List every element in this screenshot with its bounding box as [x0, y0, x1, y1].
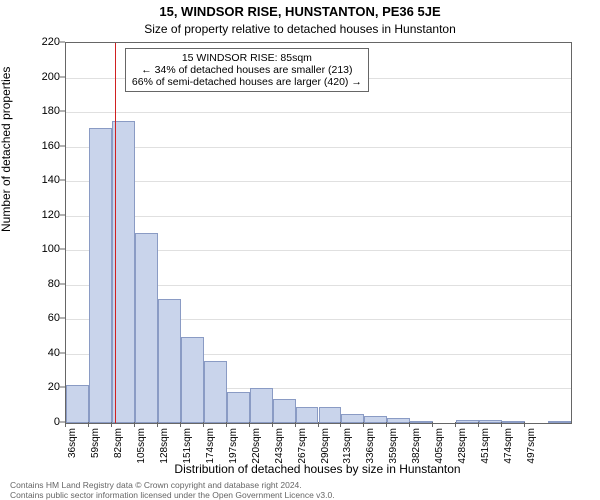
xtick-mark	[501, 422, 502, 427]
x-axis-label: Distribution of detached houses by size …	[65, 462, 570, 476]
annotation-line3: 66% of semi-detached houses are larger (…	[132, 76, 362, 88]
xtick-mark	[386, 422, 387, 427]
bar	[456, 420, 479, 423]
xtick-mark	[432, 422, 433, 427]
bar	[341, 414, 364, 423]
xtick-mark	[249, 422, 250, 427]
ytick-mark	[60, 76, 65, 77]
bars	[66, 43, 571, 423]
ytick-mark	[60, 214, 65, 215]
ytick-label: 200	[30, 71, 60, 83]
ytick-mark	[60, 145, 65, 146]
xtick-mark	[203, 422, 204, 427]
xtick-mark	[226, 422, 227, 427]
ytick-label: 100	[30, 243, 60, 255]
bar	[410, 421, 433, 423]
xtick-mark	[157, 422, 158, 427]
chart-title-sub: Size of property relative to detached ho…	[0, 22, 600, 36]
ytick-label: 180	[30, 105, 60, 117]
bar	[364, 416, 387, 423]
ytick-label: 160	[30, 140, 60, 152]
plot-area: 15 WINDSOR RISE: 85sqm ← 34% of detached…	[65, 42, 572, 424]
ytick-mark	[60, 283, 65, 284]
bar	[296, 407, 319, 423]
xtick-mark	[318, 422, 319, 427]
ytick-mark	[60, 111, 65, 112]
bar	[66, 385, 89, 423]
bar	[227, 392, 250, 423]
bar	[204, 361, 227, 423]
annotation-line1: 15 WINDSOR RISE: 85sqm	[132, 52, 362, 64]
ytick-mark	[60, 42, 65, 43]
xtick-mark	[340, 422, 341, 427]
ytick-label: 80	[30, 278, 60, 290]
xtick-mark	[134, 422, 135, 427]
bar	[319, 407, 342, 423]
xtick-mark	[455, 422, 456, 427]
ytick-label: 220	[30, 36, 60, 48]
xtick-mark	[180, 422, 181, 427]
y-axis-label: Number of detached properties	[0, 67, 13, 232]
ytick-mark	[60, 318, 65, 319]
footer-line2: Contains public sector information licen…	[10, 490, 335, 500]
bar	[250, 388, 273, 423]
xtick-mark	[478, 422, 479, 427]
xtick-mark	[409, 422, 410, 427]
xtick-mark	[111, 422, 112, 427]
xtick-mark	[524, 422, 525, 427]
xtick-mark	[272, 422, 273, 427]
bar	[387, 418, 410, 423]
bar	[158, 299, 181, 423]
ytick-label: 140	[30, 174, 60, 186]
footer: Contains HM Land Registry data © Crown c…	[10, 480, 335, 500]
bar	[135, 233, 158, 423]
ytick-label: 0	[30, 416, 60, 428]
bar	[502, 421, 525, 423]
xtick-mark	[295, 422, 296, 427]
annotation-line2: ← 34% of detached houses are smaller (21…	[132, 64, 362, 76]
chart-title-main: 15, WINDSOR RISE, HUNSTANTON, PE36 5JE	[0, 4, 600, 19]
bar	[479, 420, 502, 423]
ytick-mark	[60, 180, 65, 181]
xtick-mark	[88, 422, 89, 427]
bar	[548, 421, 571, 423]
ytick-label: 20	[30, 381, 60, 393]
ytick-mark	[60, 352, 65, 353]
annotation-box: 15 WINDSOR RISE: 85sqm ← 34% of detached…	[125, 48, 369, 92]
ytick-mark	[60, 387, 65, 388]
ytick-label: 120	[30, 209, 60, 221]
bar	[89, 128, 112, 423]
xtick-mark	[363, 422, 364, 427]
ytick-label: 40	[30, 347, 60, 359]
footer-line1: Contains HM Land Registry data © Crown c…	[10, 480, 335, 490]
ytick-mark	[60, 249, 65, 250]
xtick-mark	[65, 422, 66, 427]
marker-line	[115, 43, 116, 423]
ytick-label: 60	[30, 312, 60, 324]
chart-container: 15, WINDSOR RISE, HUNSTANTON, PE36 5JE S…	[0, 0, 600, 500]
bar	[181, 337, 204, 423]
bar	[273, 399, 296, 423]
